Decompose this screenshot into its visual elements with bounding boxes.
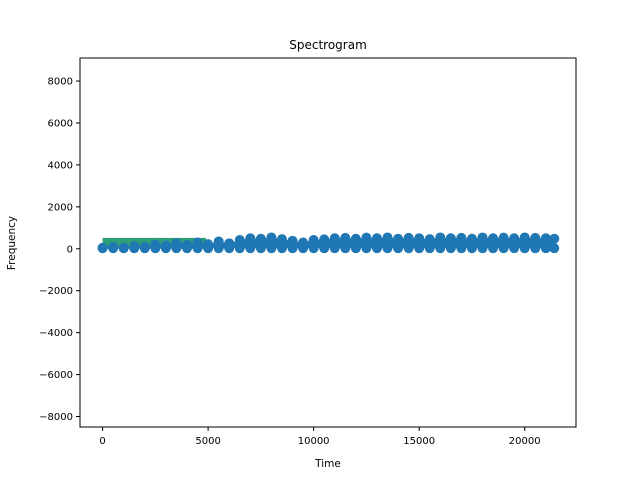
data-point <box>540 243 551 254</box>
data-point <box>308 234 319 245</box>
data-point <box>498 232 509 243</box>
data-point <box>108 243 119 254</box>
x-axis-label: Time <box>314 458 341 470</box>
data-point <box>319 234 330 245</box>
data-point <box>477 243 488 254</box>
data-point <box>456 232 467 243</box>
data-point <box>340 232 351 243</box>
data-point <box>549 233 560 244</box>
y-tick-label: −6000 <box>39 370 73 381</box>
data-point <box>266 232 277 243</box>
data-point <box>549 243 560 254</box>
x-tick-label: 10000 <box>298 436 330 447</box>
data-point <box>340 243 351 254</box>
data-point <box>488 243 499 254</box>
y-tick-label: 0 <box>67 244 73 255</box>
data-point <box>234 234 245 245</box>
data-point <box>403 232 414 243</box>
y-axis-label: Frequency <box>6 216 18 270</box>
data-point <box>382 232 393 243</box>
data-point <box>266 243 277 254</box>
data-point <box>171 243 182 254</box>
data-point <box>255 243 266 254</box>
data-point <box>435 243 446 254</box>
data-point <box>118 243 129 254</box>
data-point <box>361 232 372 243</box>
data-point <box>393 243 404 254</box>
y-axis: −8000 −6000 −4000 −2000 0 2000 4000 6000 8000 <box>39 77 80 423</box>
data-point <box>160 243 171 254</box>
data-point <box>424 234 435 245</box>
data-point <box>456 243 467 254</box>
data-point <box>182 243 193 254</box>
data-point <box>245 243 256 254</box>
data-point <box>466 233 477 244</box>
data-point <box>371 243 382 254</box>
data-point <box>150 243 161 254</box>
y-tick-label: 6000 <box>48 118 73 129</box>
data-point <box>298 243 309 254</box>
data-point <box>414 243 425 254</box>
data-point <box>519 243 530 254</box>
data-point <box>519 232 530 243</box>
data-point <box>509 233 520 244</box>
data-point <box>371 233 382 244</box>
data-point <box>435 232 446 243</box>
data-point <box>424 243 435 254</box>
data-point <box>308 243 319 254</box>
data-point <box>382 243 393 254</box>
data-point <box>403 243 414 254</box>
data-point <box>329 233 340 244</box>
x-tick-label: 5000 <box>195 436 220 447</box>
data-point <box>192 243 203 254</box>
data-point <box>466 243 477 254</box>
data-point <box>255 233 266 244</box>
data-point <box>414 233 425 244</box>
y-tick-label: −8000 <box>39 412 73 423</box>
data-point <box>213 243 224 254</box>
x-tick-label: 20000 <box>509 436 541 447</box>
data-point <box>530 243 541 254</box>
data-point <box>97 243 108 254</box>
data-point <box>540 233 551 244</box>
y-tick-label: −2000 <box>39 286 73 297</box>
data-point <box>498 243 509 254</box>
data-point <box>350 233 361 244</box>
data-point <box>224 243 235 254</box>
data-point <box>245 233 256 244</box>
data-point <box>445 243 456 254</box>
y-tick-label: 2000 <box>48 202 73 213</box>
data-point <box>276 234 287 245</box>
data-point <box>329 243 340 254</box>
data-point <box>530 232 541 243</box>
data-point <box>234 243 245 254</box>
axes-frame <box>79 57 577 428</box>
data-point <box>276 243 287 254</box>
y-tick-label: 8000 <box>48 77 73 88</box>
data-point <box>129 243 140 254</box>
plot-area <box>97 232 560 254</box>
y-tick-label: −4000 <box>39 328 73 339</box>
data-point <box>287 235 298 246</box>
data-point <box>488 233 499 244</box>
x-tick-label: 0 <box>99 436 105 447</box>
y-tick-label: 4000 <box>48 160 73 171</box>
x-axis: 0 5000 10000 15000 20000 <box>99 427 541 447</box>
x-tick-label: 15000 <box>403 436 435 447</box>
data-point <box>287 243 298 254</box>
data-point <box>361 243 372 254</box>
chart-title: Spectrogram <box>289 38 367 52</box>
data-point <box>477 232 488 243</box>
data-point <box>319 243 330 254</box>
data-point <box>445 233 456 244</box>
data-point <box>509 243 520 254</box>
data-point <box>203 243 214 254</box>
data-point <box>139 243 150 254</box>
data-point <box>393 233 404 244</box>
data-point <box>350 243 361 254</box>
